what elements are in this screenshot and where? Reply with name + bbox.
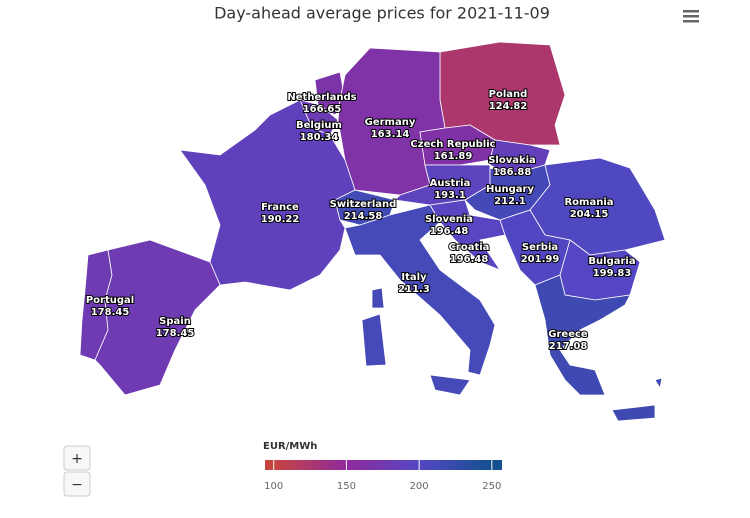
region-name: Greece [548,329,588,340]
zoom-out[interactable]: − [63,471,91,497]
regions [79,41,666,422]
menu-bar [683,15,699,18]
region-value: 196.48 [450,254,489,265]
zoom-out-button[interactable] [63,471,91,497]
menu-button[interactable] [683,10,699,23]
region-value: 180.34 [300,132,339,143]
region [179,99,356,291]
legend: 100 150 200 250 [264,460,501,492]
legend-tick-label: 150 [337,481,356,492]
region-name: Poland [489,89,528,100]
region-name: Austria [430,178,471,189]
region-name: Croatia [449,242,490,253]
region-value: 214.58 [344,211,383,222]
region-name: Czech Republic [410,139,495,150]
menu-bar [683,10,699,13]
region-value: 178.45 [156,328,195,339]
region-value: 204.15 [570,209,609,220]
zoom-in-label: + [71,451,83,467]
region [439,214,506,271]
region-name: Switzerland [330,199,397,210]
region-name: France [261,202,299,213]
region-value: 178.45 [91,307,130,318]
legend-tick-label: 100 [264,481,283,492]
region-value: 201.99 [521,254,560,265]
region-name: Bulgaria [588,256,635,267]
region-value: 124.82 [489,101,528,112]
region-name: Italy [401,272,427,283]
region-name: Netherlands [287,92,356,103]
legend-title: EUR/MWh [263,441,317,452]
region-name: Germany [365,117,416,128]
region-value: 193.1 [434,190,466,201]
menu-bar [683,20,699,23]
region-value: 196.48 [430,226,469,237]
region-value: 161.89 [434,151,473,162]
region-value: 211.3 [398,284,430,295]
zoom-in[interactable]: + [63,445,91,471]
region [344,204,496,396]
region-name: Belgium [296,120,342,131]
region-name: Serbia [522,242,558,253]
region-name: Hungary [486,184,534,195]
region-name: Romania [564,197,613,208]
region-value: 199.83 [593,268,632,279]
region-value: 212.1 [494,196,526,207]
region-name: Slovakia [488,155,536,166]
region-value: 190.22 [261,214,300,225]
legend-tick-label: 200 [410,481,429,492]
title: Day-ahead average prices for 2021-11-09 [214,4,550,23]
region-name: Slovenia [425,214,473,225]
region-value: 217.08 [549,341,588,352]
region-value: 186.88 [493,167,532,178]
region-name: Spain [159,316,191,327]
legend-bar [265,460,502,470]
zoom-in-button[interactable] [63,445,91,471]
legend-tick-label: 250 [482,481,501,492]
region-name: Portugal [86,295,134,306]
zoom-out-label: − [71,477,83,493]
region [534,274,663,422]
region-value: 163.14 [371,129,410,140]
region-value: 166.65 [303,104,342,115]
region [94,239,221,396]
